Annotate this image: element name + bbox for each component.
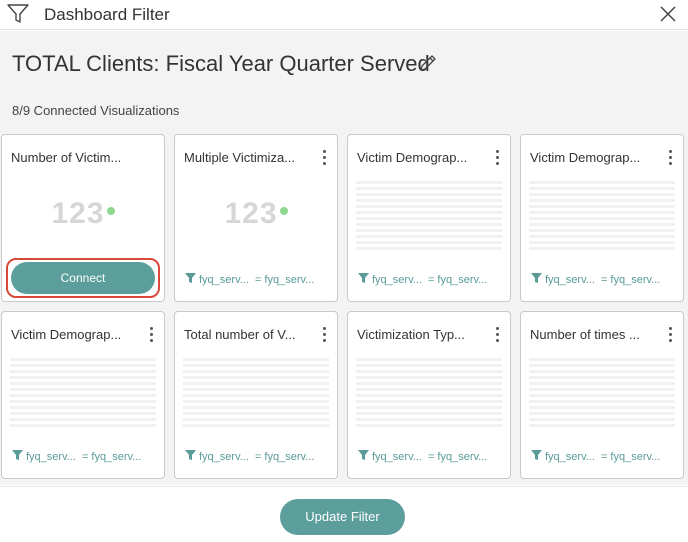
viz-card[interactable]: Victimization Typ... fyq_serv... = fyq_se…: [347, 311, 511, 479]
filter-value: = fyq_serv...: [427, 451, 488, 463]
modal-footer: Update Filter: [0, 486, 688, 542]
filter-field: fyq_serv...: [545, 451, 595, 463]
card-filter-footer: fyq_serv... = fyq_serv...: [531, 273, 681, 286]
filter-icon: [358, 450, 369, 460]
filter-value: = fyq_serv...: [254, 451, 315, 463]
number-value: 123: [51, 197, 105, 230]
viz-card[interactable]: Victim Demograp... fyq_serv... = fyq_serv…: [347, 134, 511, 302]
table-visualization: [10, 358, 156, 430]
filter-field: fyq_serv...: [545, 274, 595, 286]
card-title: Multiple Victimiza...: [184, 150, 296, 165]
kebab-menu-icon[interactable]: [667, 150, 673, 166]
number-value: 123: [224, 197, 278, 230]
number-visualization: 123: [2, 197, 164, 231]
card-filter-footer: fyq_serv... = fyq_serv...: [185, 450, 335, 463]
table-visualization: [529, 181, 675, 253]
card-filter-footer: fyq_serv... = fyq_serv...: [185, 273, 335, 286]
card-filter-footer: fyq_serv... = fyq_serv...: [531, 450, 681, 463]
table-visualization: [356, 181, 502, 253]
viz-card[interactable]: Number of Victim... 123 Connect: [1, 134, 165, 302]
modal-header: Dashboard Filter: [0, 0, 688, 30]
close-icon[interactable]: [658, 4, 678, 24]
filter-icon: [185, 450, 196, 460]
kebab-menu-icon[interactable]: [494, 327, 500, 343]
connected-count: 8/9 Connected Visualizations: [12, 103, 180, 118]
card-title: Total number of V...: [184, 327, 296, 342]
connect-button[interactable]: Connect: [11, 262, 155, 294]
filter-value: = fyq_serv...: [427, 274, 488, 286]
kebab-menu-icon[interactable]: [148, 327, 154, 343]
number-visualization: 123: [175, 197, 337, 231]
kebab-menu-icon[interactable]: [321, 150, 327, 166]
status-dot: [279, 207, 288, 216]
kebab-menu-icon[interactable]: [667, 327, 673, 343]
modal-title: Dashboard Filter: [44, 5, 170, 24]
filter-icon: [7, 4, 29, 23]
card-filter-footer: fyq_serv... = fyq_serv...: [12, 450, 162, 463]
table-visualization: [356, 358, 502, 430]
kebab-menu-icon[interactable]: [321, 327, 327, 343]
card-filter-footer: fyq_serv... = fyq_serv...: [358, 273, 508, 286]
filter-field: fyq_serv...: [199, 451, 249, 463]
viz-card[interactable]: Victim Demograp... fyq_serv... = fyq_serv…: [520, 134, 684, 302]
filter-value: = fyq_serv...: [600, 451, 661, 463]
card-title: Victim Demograp...: [357, 150, 468, 165]
card-title: Victim Demograp...: [530, 150, 641, 165]
filter-field: fyq_serv...: [372, 274, 422, 286]
connect-highlight: [6, 258, 160, 298]
filter-value: = fyq_serv...: [600, 274, 661, 286]
filter-icon: [12, 450, 23, 460]
card-title: Victimization Typ...: [357, 327, 465, 342]
table-visualization: [183, 358, 329, 430]
filter-field: fyq_serv...: [199, 274, 249, 286]
table-visualization: [529, 358, 675, 430]
status-dot: [106, 207, 115, 216]
filter-icon: [531, 273, 542, 283]
filter-icon: [531, 450, 542, 460]
filter-field: fyq_serv...: [372, 451, 422, 463]
update-filter-button[interactable]: Update Filter: [280, 499, 405, 535]
filter-field: fyq_serv...: [26, 451, 76, 463]
viz-card[interactable]: Multiple Victimiza... 123 fyq_serv... = f…: [174, 134, 338, 302]
page-title: TOTAL Clients: Fiscal Year Quarter Serve…: [12, 51, 430, 76]
filter-body: TOTAL Clients: Fiscal Year Quarter Serve…: [0, 31, 688, 485]
filter-icon: [358, 273, 369, 283]
filter-value: = fyq_serv...: [254, 274, 315, 286]
card-title: Number of Victim...: [11, 150, 122, 165]
filter-value: = fyq_serv...: [81, 451, 142, 463]
pencil-icon[interactable]: [418, 53, 438, 73]
filter-icon: [185, 273, 196, 283]
card-filter-footer: fyq_serv... = fyq_serv...: [358, 450, 508, 463]
card-title: Victim Demograp...: [11, 327, 122, 342]
viz-card[interactable]: Victim Demograp... fyq_serv... = fyq_serv…: [1, 311, 165, 479]
card-title: Number of times ...: [530, 327, 640, 342]
viz-card[interactable]: Number of times ... fyq_serv... = fyq_ser…: [520, 311, 684, 479]
kebab-menu-icon[interactable]: [494, 150, 500, 166]
viz-card[interactable]: Total number of V... fyq_serv... = fyq_se…: [174, 311, 338, 479]
